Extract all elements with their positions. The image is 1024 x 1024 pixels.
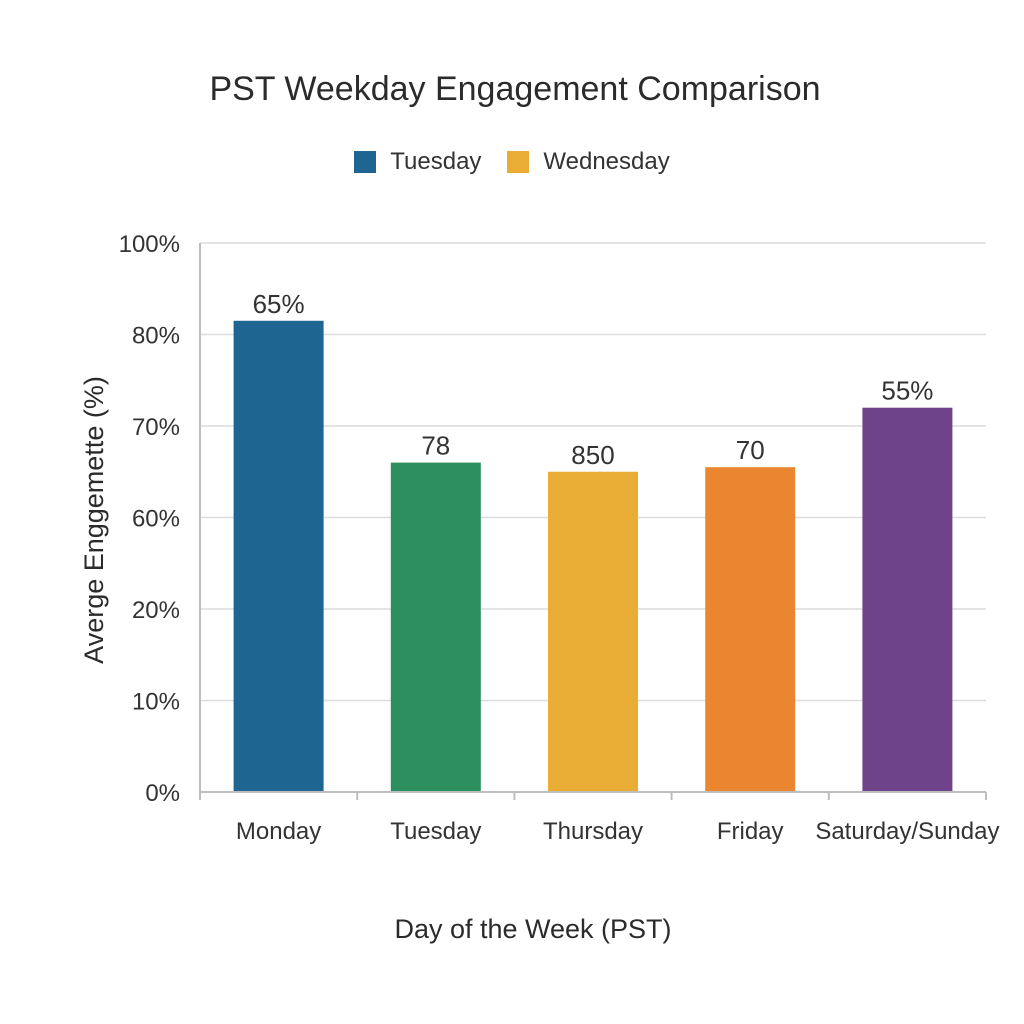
data-label: 850 <box>571 440 614 470</box>
legend-label-2: Wednesday <box>543 148 670 175</box>
x-tick-label: Saturday/Sunday <box>815 818 999 845</box>
legend: Tuesday Wednesday <box>0 148 1024 176</box>
bars <box>233 320 953 792</box>
chart-title: PST Weekday Engagement Comparison <box>209 70 821 108</box>
bar <box>705 467 796 792</box>
data-labels: 65% 78 850 70 55% <box>253 289 934 470</box>
data-label: 55% <box>881 376 933 406</box>
data-label: 65% <box>253 289 305 319</box>
y-tick-label: 100% <box>119 231 180 258</box>
x-tick-label: Thursday <box>543 818 643 845</box>
bar <box>548 471 638 792</box>
x-axis-title: Day of the Week (PST) <box>394 914 671 944</box>
legend-label-1: Tuesday <box>390 148 482 175</box>
axes: 100% 80% 70% 60% 20% 10% 0% Monday Tuesday Thursd… <box>119 231 1000 845</box>
y-tick-label: 80% <box>132 323 180 350</box>
bar <box>862 407 953 792</box>
data-label: 78 <box>421 431 450 461</box>
y-tick-label: 60% <box>132 506 180 533</box>
bar <box>390 462 481 792</box>
gridlines <box>200 242 986 702</box>
y-axis-title: Averge Enggemette (%) <box>79 376 109 664</box>
data-label: 70 <box>736 435 765 465</box>
y-tick-label: 20% <box>132 597 180 624</box>
y-tick-label: 0% <box>145 780 180 807</box>
y-tick-label: 70% <box>132 414 180 441</box>
x-tick-label: Tuesday <box>390 818 481 845</box>
y-tick-label: 10% <box>132 689 180 716</box>
legend-swatch-2 <box>507 151 530 173</box>
x-tick-label: Monday <box>236 818 321 845</box>
legend-swatch-1 <box>354 151 377 173</box>
legend-item-2: Wednesday <box>507 148 670 176</box>
bar <box>233 320 324 792</box>
legend-item-1: Tuesday <box>354 148 481 176</box>
x-tick-label: Friday <box>717 818 784 845</box>
